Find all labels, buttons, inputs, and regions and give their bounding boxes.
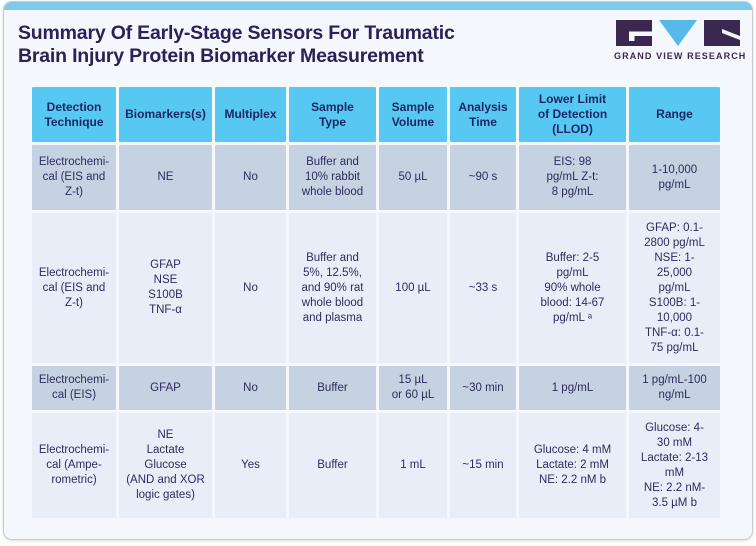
table-cell: Buffer and 5%, 12.5%, and 90% rat whole … [289,213,376,363]
table-cell: NE [119,145,212,210]
table-cell: EIS: 98 pg/mL Z-t: 8 pg/mL [519,145,626,210]
column-header-sample-volume: Sample Volume [379,87,447,142]
header-row: Detection Technique Biomarkers(s) Multip… [32,87,720,142]
column-header-multiplex: Multiplex [215,87,286,142]
table-cell: 15 µL or 60 µL [379,366,447,410]
table-cell: Electrochemi- cal (EIS and Z-t) [32,213,116,363]
table-cell: Glucose: 4 mM Lactate: 2 mM NE: 2.2 nM b [519,413,626,518]
column-header-llod: Lower Limit of Detection (LLOD) [519,87,626,142]
table-cell: No [215,145,286,210]
table-row: Electrochemi- cal (EIS and Z-t) NE No Bu… [32,145,720,210]
table-cell: ~33 s [450,213,516,363]
table-row: Electrochemi- cal (EIS and Z-t) GFAP NSE… [32,213,720,363]
sensor-summary-table: Detection Technique Biomarkers(s) Multip… [29,84,723,521]
table-cell: GFAP: 0.1- 2800 pg/mL NSE: 1- 25,000 pg/… [629,213,720,363]
table-cell: 50 µL [379,145,447,210]
brand-name: GRAND VIEW RESEARCH [614,51,747,61]
column-header-analysis-time: Analysis Time [450,87,516,142]
table-cell: 1 pg/mL [519,366,626,410]
table-cell: Buffer [289,366,376,410]
table-cell: ~15 min [450,413,516,518]
table-cell: No [215,213,286,363]
page-title: Summary Of Early-Stage Sensors For Traum… [18,22,455,67]
table-cell: Buffer: 2-5 pg/mL 90% whole blood: 14-67… [519,213,626,363]
column-header-detection-technique: Detection Technique [32,87,116,142]
table-cell: Electrochemi- cal (EIS) [32,366,116,410]
top-accent-bar [4,2,752,10]
table-cell: ~30 min [450,366,516,410]
table-cell: No [215,366,286,410]
table-cell: Yes [215,413,286,518]
infographic-card: Summary Of Early-Stage Sensors For Traum… [3,1,753,540]
table-cell: 1 pg/mL-100 ng/mL [629,366,720,410]
table-cell: GFAP NSE S100B TNF-α [119,213,212,363]
table-cell: Electrochemi- cal (EIS and Z-t) [32,145,116,210]
gvr-logo-icon [616,20,740,46]
table-cell: Buffer [289,413,376,518]
table-row: Electrochemi- cal (EIS) GFAP No Buffer 1… [32,366,720,410]
table-cell: GFAP [119,366,212,410]
table-cell: 100 µL [379,213,447,363]
column-header-range: Range [629,87,720,142]
table-cell: ~90 s [450,145,516,210]
column-header-sample-type: Sample Type [289,87,376,142]
table-cell: NE Lactate Glucose (AND and XOR logic ga… [119,413,212,518]
table-cell: Glucose: 4- 30 mM Lactate: 2-13 mM NE: 2… [629,413,720,518]
brand-logo: GRAND VIEW RESEARCH [614,20,747,61]
table-cell: 1 mL [379,413,447,518]
table-cell: Buffer and 10% rabbit whole blood [289,145,376,210]
table-row: Electrochemi- cal (Ampe- rometric) NE La… [32,413,720,518]
table-cell: Electrochemi- cal (Ampe- rometric) [32,413,116,518]
table-cell: 1-10,000 pg/mL [629,145,720,210]
column-header-biomarkers: Biomarkers(s) [119,87,212,142]
